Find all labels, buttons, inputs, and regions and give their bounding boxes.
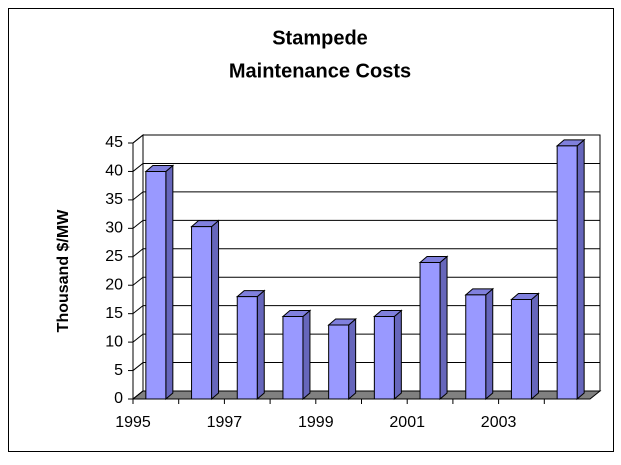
grid-line <box>132 134 600 144</box>
grid-line <box>132 333 600 343</box>
chart-title: Maintenance Costs <box>229 60 411 82</box>
bar-face <box>145 170 167 400</box>
grid-line <box>132 248 600 258</box>
bar-side <box>165 164 174 401</box>
bar <box>510 292 540 401</box>
bar-side <box>393 309 402 401</box>
bar-side <box>256 289 265 401</box>
bar <box>190 219 220 401</box>
x-tick-label: 1999 <box>298 414 334 431</box>
bar <box>464 287 495 401</box>
bar-side <box>530 292 539 401</box>
bar-face <box>556 145 578 400</box>
bar-face <box>419 261 441 400</box>
bar-side <box>211 219 220 401</box>
chart-title: Stampede <box>272 27 368 49</box>
grid-line <box>132 362 600 371</box>
bar <box>144 164 175 401</box>
bar-side <box>485 287 494 401</box>
grid-line <box>132 162 600 172</box>
bar <box>281 309 312 401</box>
y-tick-label: 25 <box>105 248 123 265</box>
side-wall <box>132 133 144 401</box>
x-tick-label: 2001 <box>389 414 425 431</box>
x-tick-label: 1995 <box>115 414 151 431</box>
y-tick-label: 45 <box>105 134 123 151</box>
x-tick-label: 2003 <box>481 414 517 431</box>
bar <box>235 289 266 401</box>
x-tick-label: 1997 <box>207 414 243 431</box>
bar-side <box>302 309 311 401</box>
bar-face <box>510 298 532 400</box>
grid-line <box>132 276 600 286</box>
grid-line <box>132 305 600 315</box>
grid-line <box>132 390 600 400</box>
bar <box>555 138 586 401</box>
bar-face <box>373 316 395 400</box>
bar-side <box>348 317 357 401</box>
bar-face <box>465 294 487 400</box>
bar <box>418 255 449 401</box>
y-tick-label: 30 <box>105 220 123 237</box>
bar-face <box>236 296 258 400</box>
y-tick-label: 20 <box>105 276 123 293</box>
bar <box>327 317 358 401</box>
bar-face <box>282 316 304 400</box>
grid-line <box>132 191 600 201</box>
bar-side <box>439 255 448 401</box>
y-axis-label: Thousand $/MW <box>55 209 72 333</box>
y-tick-label: 15 <box>105 305 123 322</box>
y-tick-label: 40 <box>105 163 123 180</box>
grid-line <box>132 219 600 229</box>
bar-side <box>576 138 585 401</box>
y-tick-label: 10 <box>105 333 123 350</box>
y-tick-label: 35 <box>105 191 123 208</box>
bar-face <box>328 324 350 400</box>
y-tick-label: 0 <box>114 390 123 407</box>
bar-face <box>191 226 213 400</box>
y-tick-label: 5 <box>114 362 123 379</box>
bar <box>372 309 403 401</box>
